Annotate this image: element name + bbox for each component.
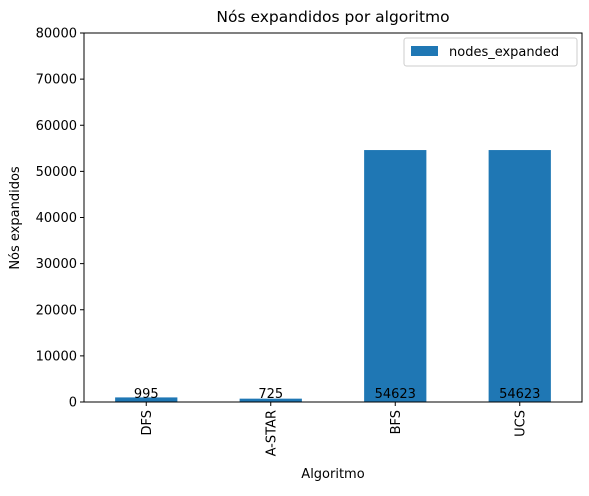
y-axis-label: Nós expandidos [8, 166, 23, 270]
y-tick-label: 30000 [36, 257, 77, 272]
legend: nodes_expanded [404, 38, 577, 66]
y-tick-label: 70000 [36, 73, 77, 88]
y-tick-label: 60000 [36, 119, 77, 134]
y-tick-label: 50000 [36, 165, 77, 180]
x-tick-label: A-STAR [264, 410, 279, 456]
y-tick-label: 10000 [36, 349, 77, 364]
y-tick-label: 80000 [36, 27, 77, 42]
x-tick-label: DFS [140, 410, 155, 436]
chart-title: Nós expandidos por algoritmo [216, 8, 449, 26]
bar-bfs [364, 150, 426, 402]
legend-swatch [411, 46, 438, 56]
legend-label: nodes_expanded [449, 45, 559, 60]
plot-area: 995 725 54623 54623 0 10000 20000 30000 40000 500… [36, 27, 582, 457]
x-tick-label: BFS [389, 410, 404, 434]
y-tick-label: 40000 [36, 211, 77, 226]
x-axis-label: Algoritmo [301, 467, 364, 482]
x-tick-label: UCS [513, 410, 528, 437]
y-tick-label: 20000 [36, 303, 77, 318]
data-label: 54623 [499, 387, 540, 402]
data-label: 54623 [375, 387, 416, 402]
data-label: 725 [258, 387, 283, 402]
y-tick-label: 0 [69, 396, 77, 411]
data-label: 995 [134, 387, 159, 402]
bar-ucs [489, 150, 551, 402]
